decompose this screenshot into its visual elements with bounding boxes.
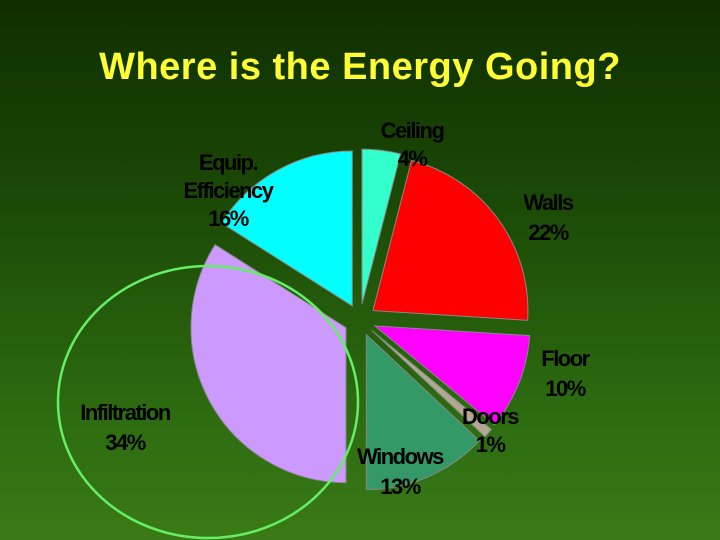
slice-value-walls: 22% <box>528 220 568 245</box>
slide-title: Where is the Energy Going? <box>99 46 621 88</box>
pie-slice-floor <box>373 325 531 426</box>
slice-label-infiltration: Infiltration 34% <box>80 400 171 455</box>
slice-value-infiltration: 34% <box>105 430 145 455</box>
pie-slice-equip-efficiency <box>220 150 353 307</box>
slice-label-ceiling: Ceiling 4% <box>381 118 444 171</box>
slice-label-doors: Doors 1% <box>462 404 519 457</box>
slice-value-windows: 13% <box>380 474 420 499</box>
pie-slice-infiltration <box>190 243 347 484</box>
pie-slice-ceiling <box>361 148 402 305</box>
slice-value-equip-efficiency: 16% <box>208 206 248 231</box>
slice-value-doors: 1% <box>476 432 506 457</box>
highlight-ring <box>56 264 360 540</box>
pie-slice-walls <box>372 159 529 321</box>
slice-value-ceiling: 4% <box>398 146 428 171</box>
slice-label-equip-efficiency: Equip. Efficiency 16% <box>184 150 275 231</box>
slice-label-floor: Floor 10% <box>541 346 590 401</box>
pie-slice-doors <box>371 330 493 438</box>
slice-label-windows: Windows 13% <box>357 444 444 499</box>
pie-slice-windows <box>365 333 481 491</box>
slice-label-walls: Walls 22% <box>523 190 573 245</box>
slice-value-floor: 10% <box>545 376 585 401</box>
